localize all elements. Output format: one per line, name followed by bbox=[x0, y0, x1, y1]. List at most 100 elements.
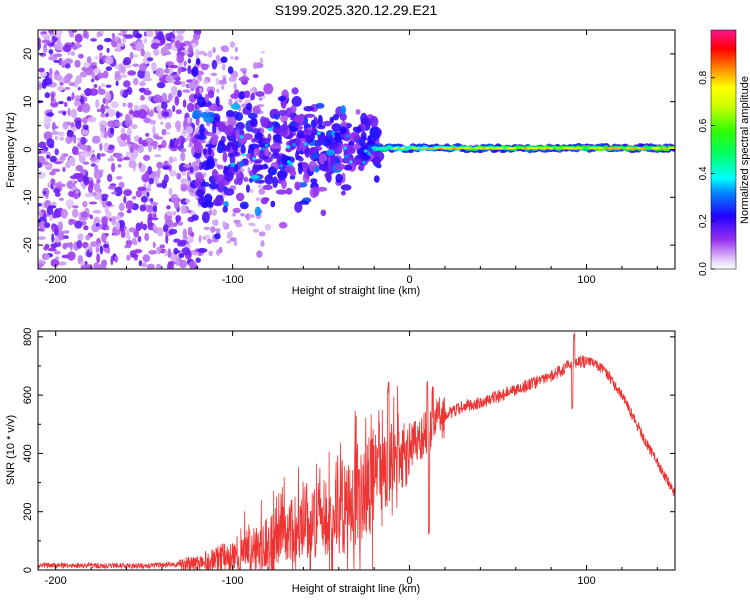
spectrogram-cell bbox=[310, 178, 318, 184]
spectrogram-cell bbox=[273, 134, 282, 143]
spectrogram-cell bbox=[250, 92, 255, 101]
spectrogram-cell bbox=[212, 208, 217, 216]
spectrogram-cell bbox=[204, 132, 216, 136]
spectrogram-cell bbox=[182, 228, 187, 239]
spectrogram-cell bbox=[234, 89, 240, 96]
spectrogram-cell bbox=[185, 125, 194, 134]
spectrogram-cell bbox=[124, 34, 134, 39]
spectrogram-cell bbox=[165, 131, 171, 135]
spectrogram-cell bbox=[326, 149, 336, 156]
spectrogram-cell bbox=[234, 46, 238, 53]
spectrogram-cell bbox=[74, 220, 83, 229]
spectrogram-cell bbox=[235, 223, 243, 228]
spectrogram-cell bbox=[100, 193, 109, 199]
spectrogram-cell bbox=[195, 257, 201, 263]
spectrogram-cell bbox=[238, 76, 250, 82]
spectrogram-cell bbox=[70, 51, 76, 56]
x-tick-label: -200 bbox=[45, 575, 67, 587]
spectrogram-cell bbox=[63, 101, 68, 108]
spectrogram-cell bbox=[304, 113, 315, 118]
spectrogram-cell bbox=[49, 171, 56, 176]
spectrogram-cell bbox=[105, 66, 112, 71]
spectrogram-cell bbox=[280, 114, 288, 123]
spectrogram-cell bbox=[38, 211, 42, 216]
spectrogram-cell bbox=[183, 164, 191, 168]
spectrogram-cell bbox=[140, 95, 145, 101]
spectrogram-cell bbox=[79, 71, 88, 78]
spectrogram-cell bbox=[98, 263, 107, 269]
spectrogram-cell bbox=[156, 227, 163, 237]
spectrogram-cell bbox=[597, 147, 604, 150]
colorbar-ticks: 0.0 0.2 0.4 0.6 0.8 bbox=[698, 70, 715, 276]
spectrogram-cell bbox=[203, 79, 209, 85]
spectrogram-cell bbox=[140, 221, 144, 230]
spectrogram-cell bbox=[661, 147, 668, 150]
spectrogram-cell bbox=[169, 64, 179, 69]
spectrogram-cell bbox=[181, 80, 186, 88]
spectrogram-cell bbox=[137, 186, 146, 192]
spectrogram-cell bbox=[47, 247, 57, 252]
spectrogram-cell bbox=[207, 145, 212, 156]
spectrogram-cell bbox=[151, 61, 157, 72]
spectrogram-cell bbox=[75, 120, 82, 130]
spectrogram-cell bbox=[334, 163, 346, 170]
spectrogram-cell bbox=[62, 166, 66, 173]
spectrogram-cell bbox=[227, 153, 234, 158]
spectrogram-cell bbox=[50, 92, 55, 103]
spectrogram-cell bbox=[275, 189, 287, 195]
spectrogram-cell bbox=[43, 213, 47, 220]
spectrogram-cell bbox=[182, 99, 187, 108]
spectrogram-cell bbox=[341, 190, 346, 196]
spectrogram-cell bbox=[161, 92, 168, 102]
spectrogram-cell bbox=[207, 90, 215, 99]
spectrogram-cell bbox=[62, 44, 72, 53]
spectrogram-cell bbox=[74, 59, 81, 68]
spectrogram-cell bbox=[182, 89, 191, 93]
spectrogram-cell bbox=[323, 160, 328, 168]
spectrogram-cell bbox=[346, 134, 350, 139]
spectrogram-cell bbox=[254, 206, 262, 217]
spectrogram-cell bbox=[255, 197, 260, 202]
spectrogram-cell bbox=[126, 209, 132, 214]
spectrogram-cell bbox=[247, 112, 258, 120]
spectrogram-cell bbox=[204, 93, 209, 103]
spectrogram-cell bbox=[172, 222, 178, 227]
spectrogram-cell bbox=[233, 219, 241, 224]
spectrogram-cell bbox=[148, 177, 154, 185]
spectrogram-cell bbox=[339, 112, 347, 121]
spectrogram-cell bbox=[252, 159, 263, 164]
spectrogram-cell bbox=[91, 149, 95, 154]
spectrogram-cell bbox=[70, 219, 76, 225]
snr-marks bbox=[38, 332, 675, 570]
spectrogram-cell bbox=[284, 165, 296, 174]
spectrogram-cell bbox=[187, 117, 191, 124]
spectrogram-cell bbox=[165, 61, 174, 66]
spectrogram-cell bbox=[101, 216, 108, 226]
spectrogram-cell bbox=[68, 82, 76, 87]
spectrogram-cell bbox=[264, 145, 269, 157]
spectrogram-cell bbox=[96, 108, 102, 113]
spectrogram-cell bbox=[104, 205, 109, 215]
spectrogram-cell bbox=[363, 149, 368, 153]
spectrogram-cell bbox=[181, 129, 187, 137]
spectrogram-cell bbox=[168, 68, 174, 75]
spectrogram-cell bbox=[67, 107, 71, 117]
spectrogram-cell bbox=[373, 175, 380, 183]
spectrogram-cell bbox=[122, 36, 126, 44]
spectrogram-cell bbox=[64, 58, 74, 65]
spectrogram-cell bbox=[101, 197, 108, 202]
spectrogram-cell bbox=[165, 74, 175, 84]
spectrogram-cell bbox=[216, 88, 220, 94]
spectrogram-cell bbox=[61, 60, 66, 67]
spectrogram-cell bbox=[99, 245, 104, 255]
spectrogram-cell bbox=[178, 259, 188, 269]
spectrogram-cell bbox=[256, 250, 263, 258]
spectrogram-cell bbox=[229, 230, 233, 238]
spectrogram-cell bbox=[311, 152, 320, 160]
spectrogram-cell bbox=[227, 116, 237, 127]
spectrogram-cell bbox=[317, 114, 323, 127]
spectrogram-cell bbox=[481, 147, 486, 150]
spectrogram-cell bbox=[279, 124, 289, 133]
spectrogram-cell bbox=[246, 184, 250, 193]
